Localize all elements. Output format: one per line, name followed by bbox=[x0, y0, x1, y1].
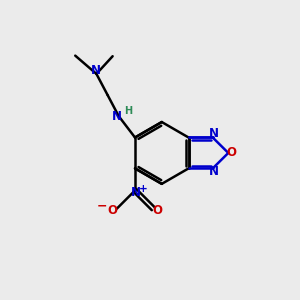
Text: +: + bbox=[139, 184, 148, 194]
Text: N: N bbox=[208, 165, 219, 178]
Text: O: O bbox=[153, 204, 163, 217]
Text: N: N bbox=[208, 128, 219, 140]
Text: H: H bbox=[124, 106, 132, 116]
Text: N: N bbox=[91, 64, 101, 77]
Text: O: O bbox=[227, 146, 237, 159]
Text: −: − bbox=[97, 199, 107, 212]
Text: N: N bbox=[130, 186, 141, 199]
Text: O: O bbox=[107, 204, 117, 217]
Text: N: N bbox=[112, 110, 122, 123]
